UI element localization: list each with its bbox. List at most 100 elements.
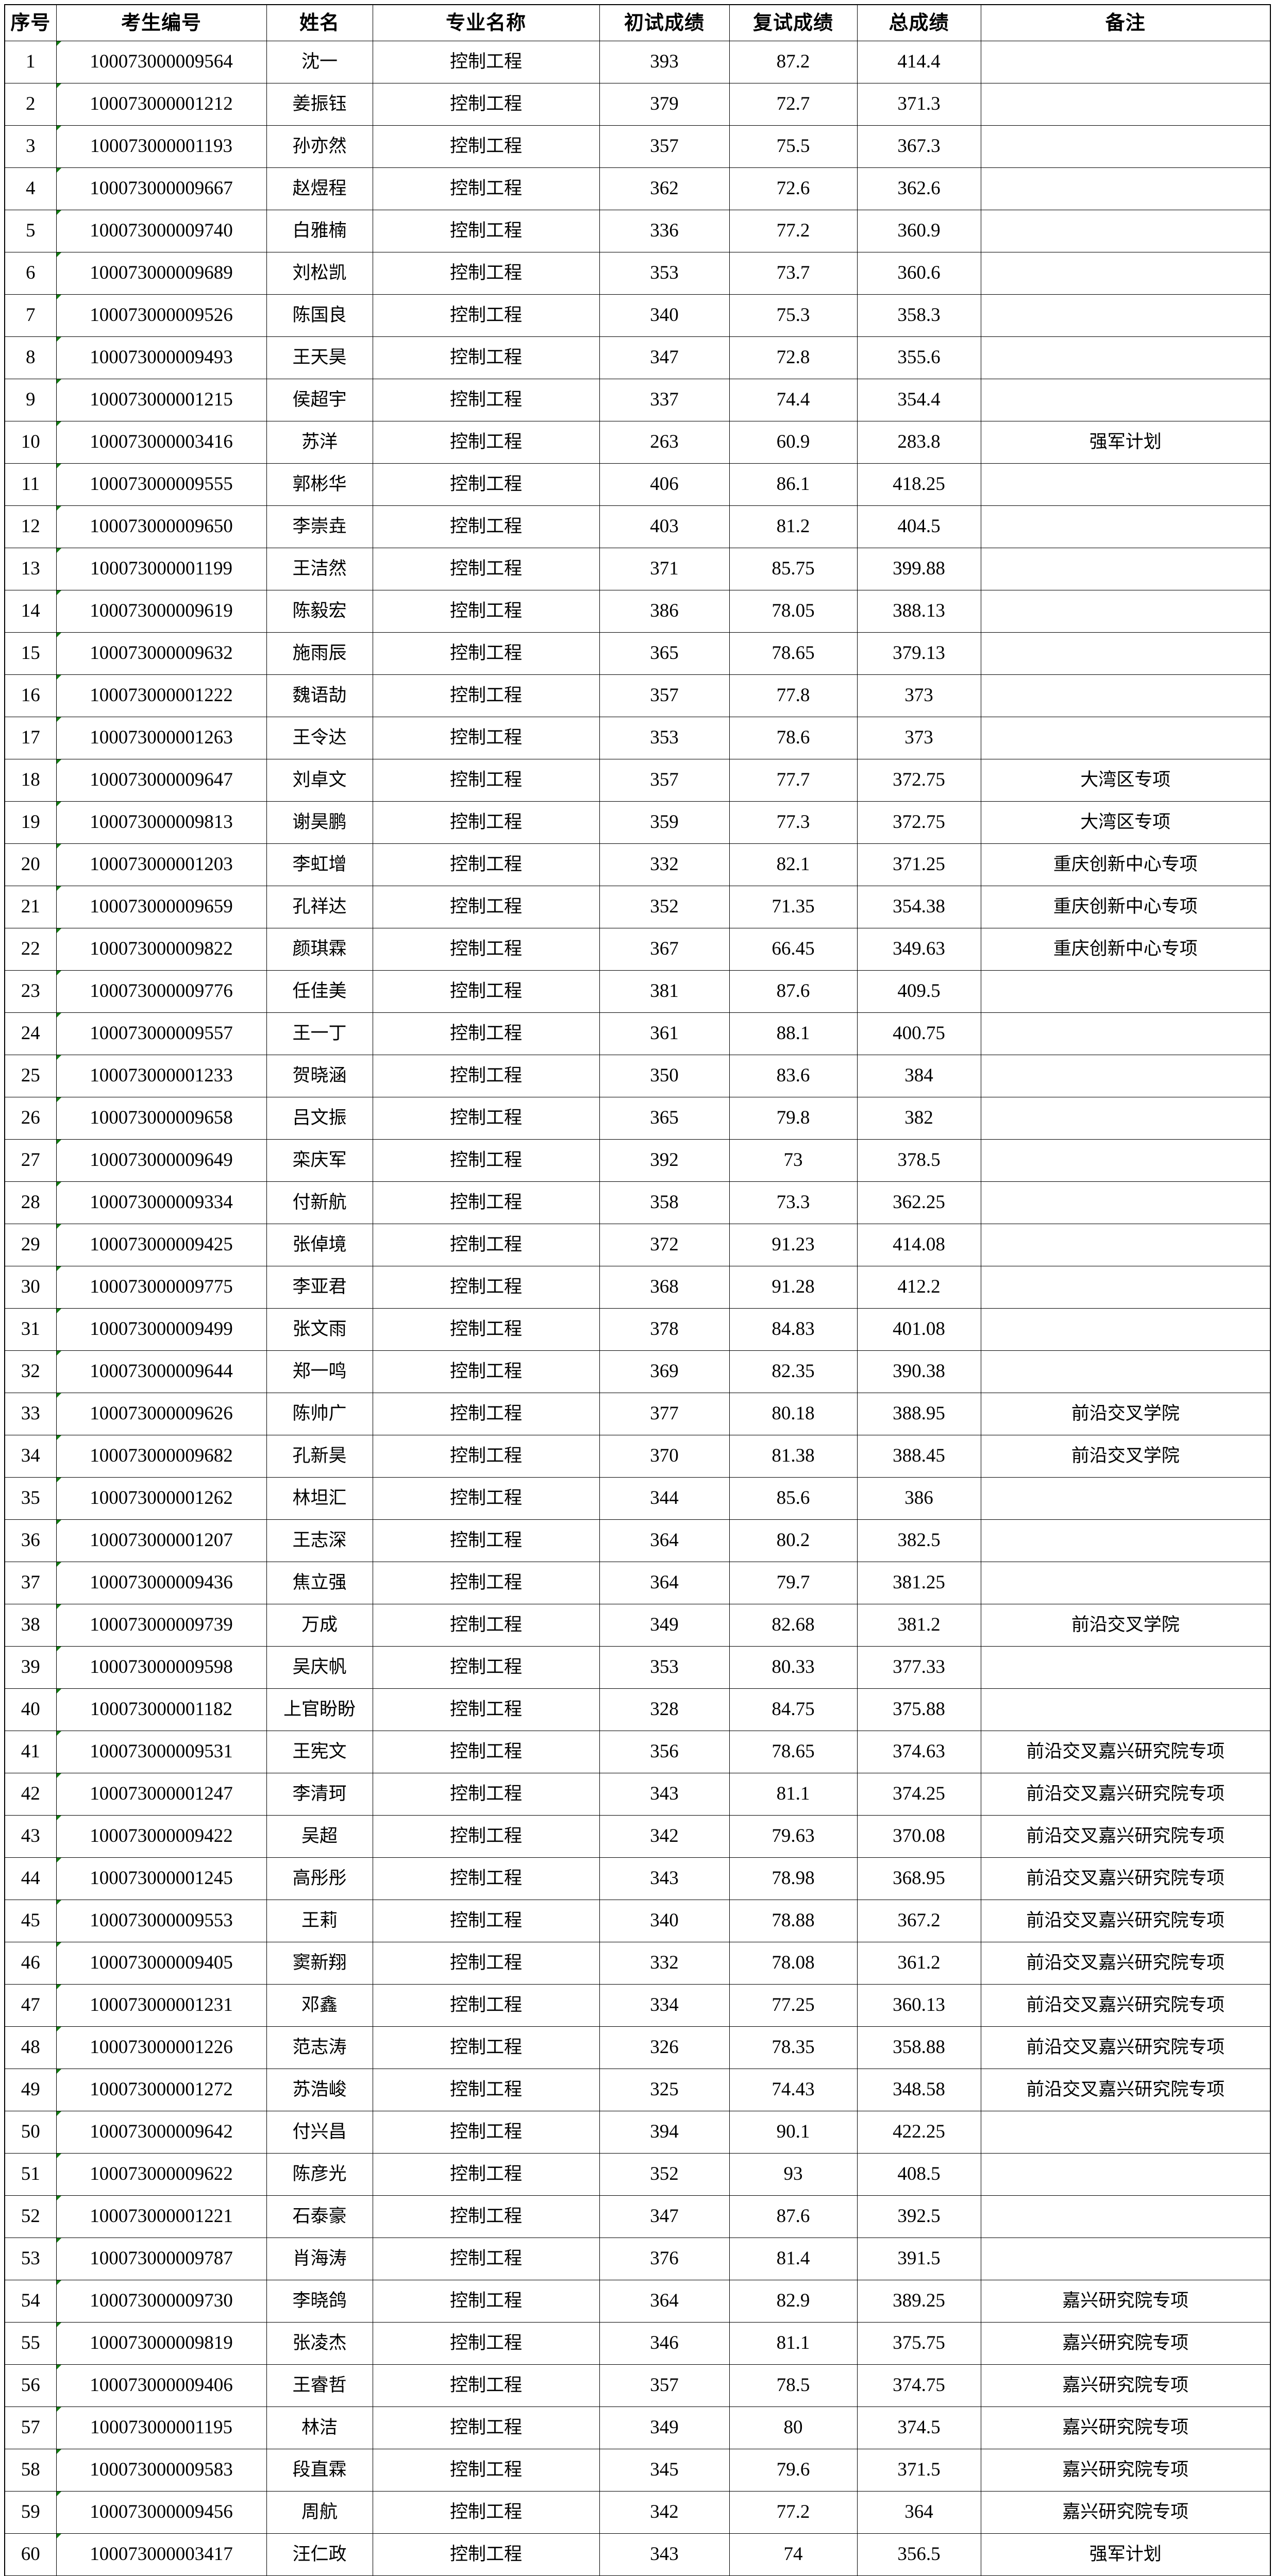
- cell-second-exam-score: 79.6: [729, 2449, 858, 2492]
- cell-remark: [980, 1224, 1271, 1266]
- cell-sequence: 11: [4, 463, 57, 506]
- cell-total-score: 375.88: [857, 1688, 981, 1731]
- cell-candidate-name: 王令达: [266, 717, 373, 759]
- cell-candidate-name: 上官盼盼: [266, 1688, 373, 1731]
- cell-candidate-name: 王宪文: [266, 1731, 373, 1773]
- cell-exam-number-text: 100073000009642: [90, 2121, 233, 2143]
- cell-major-name: 控制工程: [372, 1308, 600, 1351]
- cell-exam-number-text: 100073000009526: [90, 304, 233, 326]
- cell-candidate-name: 任佳美: [266, 970, 373, 1013]
- cell-sequence: 43: [4, 1815, 57, 1858]
- cell-total-score: 364: [857, 2491, 981, 2534]
- cell-second-exam-score: 80.18: [729, 1393, 858, 1435]
- cell-total-score: 404.5: [857, 505, 981, 548]
- cell-candidate-name: 王一丁: [266, 1012, 373, 1055]
- cell-remark: [980, 2153, 1271, 2196]
- cell-total-score: 370.08: [857, 1815, 981, 1858]
- table-row: 35 100073000001262 林坦汇 控制工程 344 85.6 386: [4, 1477, 1271, 1520]
- cell-exam-number: 100073000009632: [56, 632, 267, 675]
- cell-exam-number: 100073000003417: [56, 2533, 267, 2576]
- cell-candidate-name: 王天昊: [266, 336, 373, 379]
- table-row: 36 100073000001207 王志深 控制工程 364 80.2 382.5: [4, 1519, 1271, 1562]
- cell-major-name: 控制工程: [372, 928, 600, 971]
- cell-sequence: 51: [4, 2153, 57, 2196]
- cell-comment-marker-icon: [57, 1689, 61, 1693]
- cell-total-score: 377.33: [857, 1646, 981, 1689]
- cell-comment-marker-icon: [57, 168, 61, 173]
- cell-remark: 前沿交叉学院: [980, 1604, 1271, 1647]
- table-row: 17 100073000001263 王令达 控制工程 353 78.6 373: [4, 717, 1271, 759]
- cell-candidate-name: 高彤彤: [266, 1857, 373, 1900]
- cell-second-exam-score: 73.7: [729, 252, 858, 295]
- cell-exam-number: 100073000009622: [56, 2153, 267, 2196]
- cell-first-exam-score: 350: [599, 1055, 730, 1097]
- cell-first-exam-score: 372: [599, 1224, 730, 1266]
- cell-candidate-name: 苏洋: [266, 421, 373, 464]
- cell-first-exam-score: 347: [599, 2195, 730, 2238]
- cell-comment-marker-icon: [57, 2069, 61, 2074]
- cell-major-name: 控制工程: [372, 717, 600, 759]
- cell-exam-number-text: 100073000001222: [90, 685, 233, 706]
- cell-second-exam-score: 60.9: [729, 421, 858, 464]
- cell-major-name: 控制工程: [372, 2238, 600, 2280]
- cell-second-exam-score: 79.7: [729, 1562, 858, 1604]
- cell-total-score: 374.5: [857, 2406, 981, 2449]
- cell-remark: 前沿交叉学院: [980, 1435, 1271, 1478]
- cell-candidate-name: 孔祥达: [266, 886, 373, 928]
- cell-total-score: 389.25: [857, 2280, 981, 2323]
- cell-candidate-name: 周航: [266, 2491, 373, 2534]
- cell-major-name: 控制工程: [372, 210, 600, 252]
- cell-second-exam-score: 73.3: [729, 1181, 858, 1224]
- cell-exam-number-text: 100073000009405: [90, 1952, 233, 1974]
- cell-exam-number-text: 100073000009564: [90, 51, 233, 73]
- cell-remark: [980, 379, 1271, 421]
- cell-second-exam-score: 79.63: [729, 1815, 858, 1858]
- cell-candidate-name: 林洁: [266, 2406, 373, 2449]
- cell-remark: 重庆创新中心专项: [980, 886, 1271, 928]
- cell-second-exam-score: 87.6: [729, 2195, 858, 2238]
- table-row: 58 100073000009583 段直霖 控制工程 345 79.6 371.5 嘉兴研究…: [4, 2449, 1271, 2492]
- cell-second-exam-score: 79.8: [729, 1097, 858, 1140]
- cell-first-exam-score: 357: [599, 2364, 730, 2407]
- table-row: 7 100073000009526 陈国良 控制工程 340 75.3 358.3: [4, 294, 1271, 337]
- cell-second-exam-score: 82.35: [729, 1350, 858, 1393]
- cell-total-score: 381.25: [857, 1562, 981, 1604]
- cell-exam-number: 100073000009526: [56, 294, 267, 337]
- cell-sequence: 31: [4, 1308, 57, 1351]
- column-header-remark: 备注: [980, 4, 1271, 41]
- cell-sequence: 34: [4, 1435, 57, 1478]
- cell-total-score: 422.25: [857, 2111, 981, 2154]
- cell-candidate-name: 邓鑫: [266, 1984, 373, 2027]
- cell-major-name: 控制工程: [372, 1266, 600, 1309]
- cell-remark: [980, 674, 1271, 717]
- column-header-examno: 考生编号: [56, 4, 267, 41]
- cell-exam-number: 100073000001262: [56, 1477, 267, 1520]
- table-row: 38 100073000009739 万成 控制工程 349 82.68 381.2 前沿交叉…: [4, 1604, 1271, 1647]
- cell-exam-number: 100073000001212: [56, 83, 267, 126]
- cell-total-score: 371.3: [857, 83, 981, 126]
- cell-candidate-name: 石泰豪: [266, 2195, 373, 2238]
- cell-remark: [980, 1646, 1271, 1689]
- cell-comment-marker-icon: [57, 421, 61, 426]
- cell-comment-marker-icon: [57, 1647, 61, 1651]
- cell-second-exam-score: 84.83: [729, 1308, 858, 1351]
- cell-major-name: 控制工程: [372, 1012, 600, 1055]
- cell-major-name: 控制工程: [372, 801, 600, 844]
- cell-total-score: 283.8: [857, 421, 981, 464]
- cell-sequence: 33: [4, 1393, 57, 1435]
- cell-candidate-name: 吴庆帆: [266, 1646, 373, 1689]
- cell-sequence: 40: [4, 1688, 57, 1731]
- cell-exam-number-text: 100073000001195: [90, 2417, 233, 2438]
- table-row: 42 100073000001247 李清珂 控制工程 343 81.1 374.25 前沿交…: [4, 1773, 1271, 1816]
- cell-exam-number-text: 100073000009425: [90, 1234, 233, 1256]
- table-row: 48 100073000001226 范志涛 控制工程 326 78.35 358.88 前沿…: [4, 2026, 1271, 2069]
- cell-sequence: 29: [4, 1224, 57, 1266]
- cell-sequence: 36: [4, 1519, 57, 1562]
- cell-sequence: 32: [4, 1350, 57, 1393]
- cell-exam-number: 100073000009819: [56, 2322, 267, 2365]
- cell-sequence: 45: [4, 1900, 57, 1942]
- cell-major-name: 控制工程: [372, 2533, 600, 2576]
- cell-exam-number: 100073000003416: [56, 421, 267, 464]
- cell-exam-number-text: 100073000009787: [90, 2248, 233, 2269]
- column-header-major: 专业名称: [372, 4, 600, 41]
